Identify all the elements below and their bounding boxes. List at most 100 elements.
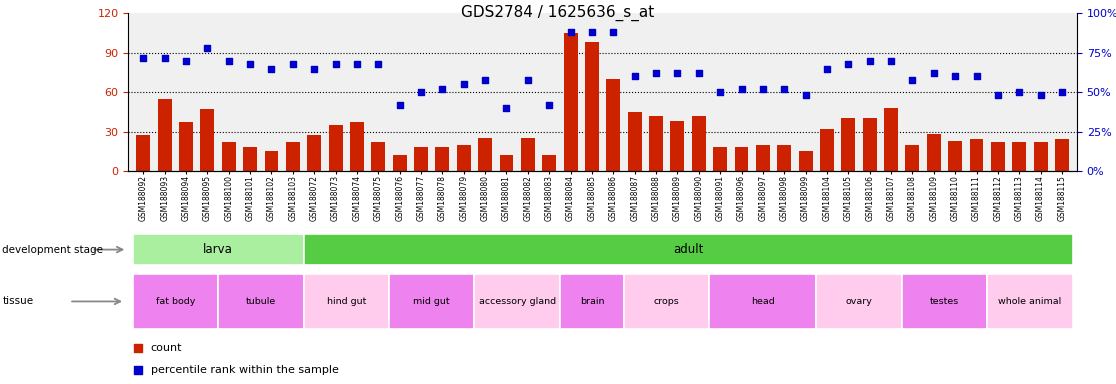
Bar xyxy=(710,274,816,329)
Point xyxy=(668,70,686,76)
Point xyxy=(711,89,729,95)
Text: ovary: ovary xyxy=(846,297,873,306)
Bar xyxy=(456,145,471,171)
Bar xyxy=(905,145,920,171)
Bar xyxy=(816,274,902,329)
Bar xyxy=(243,147,257,171)
Bar xyxy=(671,121,684,171)
Bar xyxy=(389,274,474,329)
Bar xyxy=(201,109,214,171)
Bar xyxy=(564,33,578,171)
Bar xyxy=(863,118,877,171)
Bar xyxy=(991,142,1004,171)
Point xyxy=(904,76,922,83)
Point xyxy=(946,73,964,79)
Point xyxy=(262,66,280,72)
Point xyxy=(199,45,217,51)
Bar xyxy=(133,234,304,265)
Point xyxy=(925,70,943,76)
Bar xyxy=(734,147,749,171)
Bar xyxy=(799,151,812,171)
Text: larva: larva xyxy=(203,243,233,256)
Bar xyxy=(560,274,624,329)
Bar xyxy=(372,142,385,171)
Bar xyxy=(478,138,492,171)
Bar xyxy=(970,139,983,171)
Text: head: head xyxy=(751,297,775,306)
Bar xyxy=(650,116,663,171)
Point xyxy=(490,267,508,273)
Point xyxy=(647,70,665,76)
Point xyxy=(1031,92,1049,98)
Point xyxy=(561,29,579,35)
Point xyxy=(306,66,324,72)
Bar xyxy=(304,274,389,329)
Point xyxy=(989,92,1007,98)
Point xyxy=(433,86,451,92)
Text: development stage: development stage xyxy=(2,245,104,255)
Point xyxy=(477,76,494,83)
Point xyxy=(391,102,408,108)
Bar xyxy=(393,155,406,171)
Text: percentile rank within the sample: percentile rank within the sample xyxy=(151,366,338,376)
Point xyxy=(754,86,772,92)
Point xyxy=(818,66,836,72)
Bar xyxy=(585,42,599,171)
Bar xyxy=(627,112,642,171)
Text: tubule: tubule xyxy=(246,297,276,306)
Point xyxy=(797,92,815,98)
Bar xyxy=(304,234,1072,265)
Bar xyxy=(328,125,343,171)
Point xyxy=(490,66,508,72)
Bar xyxy=(218,274,304,329)
Text: tissue: tissue xyxy=(2,296,33,306)
Point xyxy=(177,58,195,64)
Bar xyxy=(474,274,560,329)
Bar xyxy=(521,138,535,171)
Bar xyxy=(606,79,620,171)
Bar xyxy=(841,118,855,171)
Text: count: count xyxy=(151,343,182,353)
Bar xyxy=(949,141,962,171)
Bar xyxy=(1055,139,1069,171)
Point xyxy=(690,70,708,76)
Point xyxy=(776,86,793,92)
Bar xyxy=(692,116,705,171)
Bar xyxy=(157,99,172,171)
Bar xyxy=(136,136,151,171)
Text: crops: crops xyxy=(654,297,680,306)
Bar xyxy=(624,274,710,329)
Bar xyxy=(435,147,450,171)
Point xyxy=(156,55,174,61)
Bar xyxy=(307,136,321,171)
Point xyxy=(583,29,600,35)
Point xyxy=(1054,89,1071,95)
Point xyxy=(283,61,301,67)
Bar xyxy=(902,274,988,329)
Bar xyxy=(350,122,364,171)
Point xyxy=(882,58,899,64)
Point xyxy=(540,102,558,108)
Bar xyxy=(222,142,235,171)
Text: fat body: fat body xyxy=(155,297,195,306)
Bar xyxy=(820,129,834,171)
Point xyxy=(626,73,644,79)
Point xyxy=(860,58,878,64)
Point xyxy=(968,73,985,79)
Point xyxy=(455,81,473,88)
Point xyxy=(519,76,537,83)
Text: mid gut: mid gut xyxy=(413,297,450,306)
Point xyxy=(839,61,857,67)
Point xyxy=(1010,89,1028,95)
Bar xyxy=(179,122,193,171)
Point xyxy=(327,61,345,67)
Point xyxy=(605,29,623,35)
Bar xyxy=(713,147,728,171)
Point xyxy=(348,61,366,67)
Bar xyxy=(286,142,300,171)
Text: brain: brain xyxy=(579,297,604,306)
Bar xyxy=(264,151,278,171)
Bar xyxy=(133,274,218,329)
Point xyxy=(134,55,152,61)
Bar xyxy=(414,147,427,171)
